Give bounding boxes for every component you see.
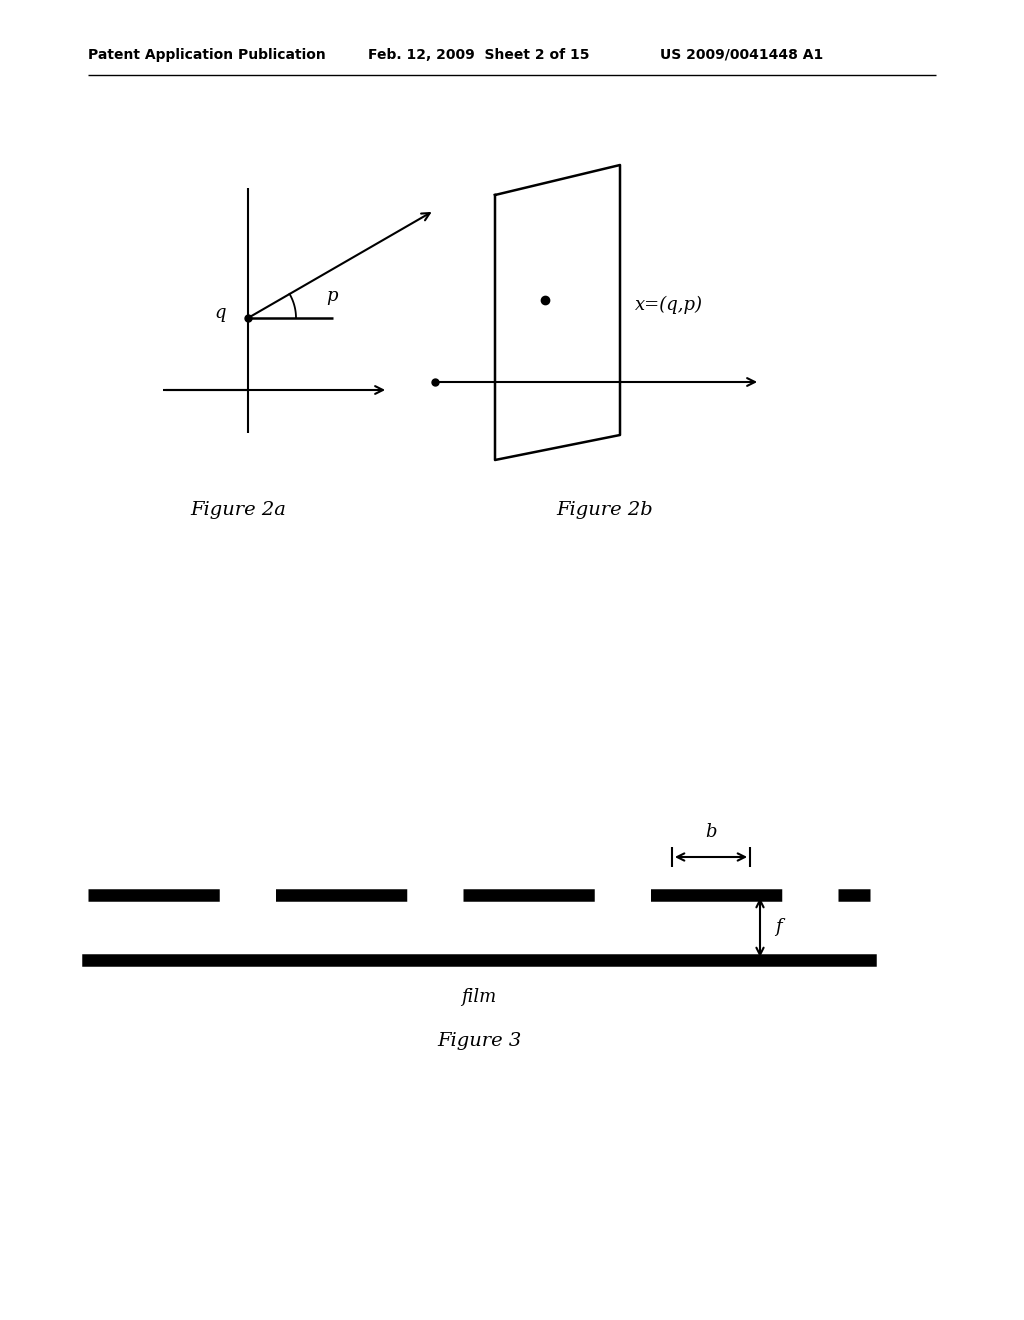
Text: p: p [326, 286, 338, 305]
Text: Figure 2a: Figure 2a [190, 502, 286, 519]
Text: Figure 2b: Figure 2b [557, 502, 653, 519]
Text: b: b [706, 822, 717, 841]
Text: Figure 3: Figure 3 [437, 1032, 521, 1049]
Text: US 2009/0041448 A1: US 2009/0041448 A1 [660, 48, 823, 62]
Text: Feb. 12, 2009  Sheet 2 of 15: Feb. 12, 2009 Sheet 2 of 15 [368, 48, 590, 62]
Text: x=(q,p): x=(q,p) [635, 296, 703, 314]
Text: film: film [462, 987, 497, 1006]
Text: q: q [214, 304, 226, 322]
Text: f: f [775, 919, 781, 936]
Text: Patent Application Publication: Patent Application Publication [88, 48, 326, 62]
